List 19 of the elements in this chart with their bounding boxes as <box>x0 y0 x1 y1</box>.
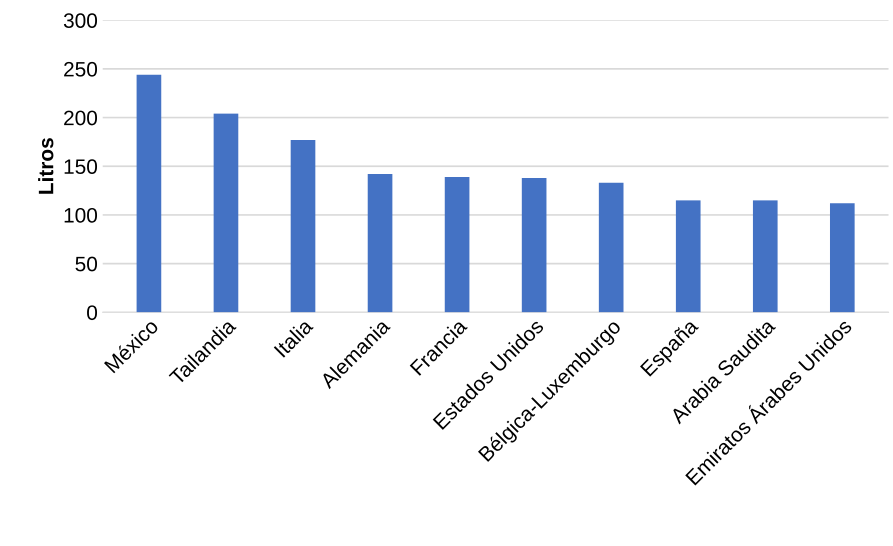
y-tick-label: 150 <box>64 159 98 174</box>
y-tick-label: 250 <box>64 62 98 77</box>
bar <box>598 182 624 312</box>
y-tick-label: 0 <box>87 305 98 320</box>
bar <box>214 114 238 312</box>
bar <box>136 74 162 312</box>
bar <box>676 200 701 312</box>
y-axis-title: Litros <box>38 138 54 194</box>
bar <box>522 178 546 312</box>
bar <box>752 200 778 312</box>
x-tick-label: Italia <box>273 317 314 358</box>
bar <box>290 140 316 312</box>
y-tick-label: 300 <box>64 13 98 28</box>
y-tick-label: 100 <box>64 208 98 223</box>
y-tick-label: 50 <box>75 256 98 272</box>
bar <box>444 176 470 312</box>
bar <box>368 174 392 312</box>
bar <box>830 203 855 312</box>
y-tick-label: 200 <box>64 110 98 126</box>
